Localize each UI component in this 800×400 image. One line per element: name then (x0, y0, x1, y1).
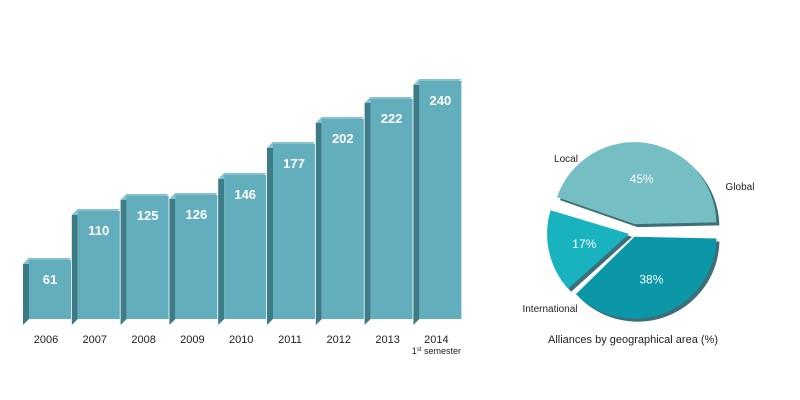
bar-value-label: 202 (332, 131, 354, 146)
bar-side (71, 209, 78, 325)
bar-2011: 177 (267, 142, 315, 325)
pie-chart-title: Alliances by geographical area (%) (548, 334, 718, 346)
bar-front (419, 81, 462, 319)
x-tick-label: 2013 (375, 334, 399, 346)
pie-slice-international: 38% International (522, 236, 720, 322)
pie-value-label: 45% (630, 172, 654, 186)
x-tick-label: 2008 (131, 334, 155, 346)
bar-side (364, 97, 371, 325)
pie-category-label: International (522, 304, 577, 315)
bar-front (77, 211, 120, 319)
bar-2012: 202 (315, 117, 364, 325)
bar-value-label: 177 (283, 156, 305, 171)
bar-side (218, 173, 225, 325)
bar-front (224, 175, 267, 319)
x-tick-label: 2010 (229, 334, 253, 346)
bar-front (370, 99, 413, 319)
x-tick-label: 2009 (180, 334, 204, 346)
pie-value-label: 17% (572, 237, 596, 251)
bar-2006: 61 (23, 258, 71, 325)
bar-value-label: 61 (43, 272, 57, 287)
bar-side (267, 142, 273, 325)
pie-slice-face (556, 142, 717, 225)
x-tick-label: 2011 (278, 334, 302, 346)
bar-front (175, 195, 218, 319)
bar-side (120, 194, 127, 325)
bar-2013: 222 (364, 97, 413, 325)
x-tick-label: 2014 (424, 334, 448, 346)
bar-value-label: 240 (430, 93, 452, 108)
bar-front (29, 260, 71, 319)
pie-slice-face (547, 210, 630, 289)
pie-chart: 45% Global 38% International 17% Local (522, 142, 754, 322)
x-tick-label: 2012 (327, 334, 351, 346)
bar-front (126, 196, 169, 319)
bar-2007: 110 (71, 209, 120, 325)
bar-side (169, 193, 176, 325)
x-tick-label: 2007 (83, 334, 107, 346)
pie-slice-face (575, 236, 717, 319)
bar-2008: 125 (120, 194, 169, 325)
bar-2009: 126 (169, 193, 218, 325)
bar-value-label: 125 (137, 208, 159, 223)
bar-front (273, 144, 315, 319)
bar-side (413, 79, 420, 325)
pie-slice-local: 17% Local (547, 154, 633, 292)
bar-value-label: 126 (186, 207, 208, 222)
pie-category-label: Global (726, 182, 755, 193)
x-tick-label: 2006 (34, 334, 58, 346)
bar-value-label: 146 (234, 187, 256, 202)
x-tick-note: 1st semester (412, 346, 461, 356)
bar-2010: 146 (218, 173, 267, 325)
pie-slice-global: 45% Global (556, 142, 755, 228)
bar-side (23, 258, 29, 325)
bar-value-label: 110 (88, 223, 109, 238)
bar-value-label: 222 (381, 111, 403, 126)
bar-side (315, 117, 322, 325)
pie-value-label: 38% (639, 272, 663, 286)
pie-category-label: Local (554, 154, 578, 165)
bar-chart: 61 2006 110 2007 125 2008 126 2009 146 2010 177 201… (23, 79, 462, 356)
bar-2014: 240 (413, 79, 462, 325)
bar-front (321, 119, 364, 319)
